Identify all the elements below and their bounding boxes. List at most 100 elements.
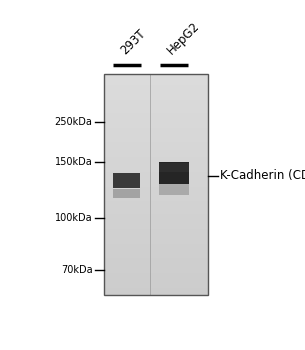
Bar (104, 288, 208, 290)
Bar (104, 128, 208, 130)
Bar (104, 187, 208, 189)
Bar (104, 211, 208, 212)
Bar (104, 216, 208, 218)
Bar (104, 246, 208, 247)
Bar (104, 247, 208, 249)
Bar (160, 162, 188, 184)
Bar (104, 107, 208, 109)
Bar (104, 142, 208, 144)
Bar (104, 102, 208, 104)
Bar (104, 159, 208, 161)
Bar (104, 119, 208, 120)
Bar (104, 177, 208, 179)
Bar (104, 94, 208, 97)
Bar (104, 275, 208, 277)
Bar (104, 224, 208, 225)
Bar (104, 109, 208, 111)
Bar (104, 183, 208, 185)
Bar (113, 173, 140, 188)
Bar (104, 196, 208, 198)
Bar (104, 82, 208, 84)
Bar (104, 106, 208, 107)
Bar (104, 164, 208, 166)
Bar (104, 84, 208, 85)
Bar (160, 163, 188, 172)
Bar (104, 222, 208, 224)
Bar (104, 214, 208, 216)
Text: K-Cadherin (CDH6): K-Cadherin (CDH6) (220, 169, 305, 182)
Bar (104, 179, 208, 181)
Bar (104, 100, 208, 102)
Bar (104, 155, 208, 157)
Bar (104, 124, 208, 126)
Bar (104, 234, 208, 236)
Bar (104, 76, 208, 78)
Bar (104, 240, 208, 242)
Bar (104, 80, 208, 82)
Bar (104, 168, 208, 170)
Bar (104, 198, 208, 199)
Bar (104, 144, 208, 146)
Bar (104, 249, 208, 251)
Bar (104, 98, 208, 100)
Bar (104, 154, 208, 155)
Bar (160, 184, 188, 195)
Bar (104, 238, 208, 240)
Bar (104, 236, 208, 238)
Bar (104, 91, 208, 93)
Bar (104, 201, 208, 203)
Bar (104, 137, 208, 139)
Bar (104, 294, 208, 295)
Bar (104, 74, 208, 295)
Bar (104, 290, 208, 292)
Bar (104, 170, 208, 172)
Bar (104, 185, 208, 187)
Bar (104, 132, 208, 133)
Bar (113, 189, 140, 198)
Bar (104, 268, 208, 270)
Bar (104, 203, 208, 205)
Bar (104, 161, 208, 163)
Bar (104, 220, 208, 222)
Text: 70kDa: 70kDa (61, 265, 92, 275)
Bar (104, 104, 208, 106)
Bar (104, 251, 208, 253)
Bar (104, 130, 208, 132)
Bar (104, 141, 208, 142)
Text: HepG2: HepG2 (165, 19, 203, 57)
Bar (104, 93, 208, 94)
Bar (104, 260, 208, 262)
Bar (104, 74, 208, 76)
Bar (104, 229, 208, 231)
Bar (104, 255, 208, 257)
Bar (104, 212, 208, 214)
Bar (104, 273, 208, 275)
Bar (104, 194, 208, 196)
Bar (104, 192, 208, 194)
Bar (104, 262, 208, 264)
Bar (104, 148, 208, 150)
Bar (104, 244, 208, 246)
Bar (104, 266, 208, 268)
Bar (104, 286, 208, 288)
Bar (104, 281, 208, 282)
Bar (104, 209, 208, 211)
Bar (104, 87, 208, 89)
Bar (104, 292, 208, 294)
Bar (104, 122, 208, 124)
Bar (104, 174, 208, 176)
Text: 293T: 293T (117, 27, 148, 57)
Bar (104, 126, 208, 128)
Bar (104, 152, 208, 154)
Bar (104, 264, 208, 266)
Text: 250kDa: 250kDa (55, 117, 92, 127)
Bar (104, 120, 208, 122)
Bar (104, 253, 208, 255)
Bar (104, 284, 208, 286)
Bar (104, 115, 208, 117)
Bar (104, 277, 208, 279)
Bar (104, 279, 208, 281)
Bar (104, 157, 208, 159)
Bar (104, 257, 208, 259)
Bar (104, 205, 208, 207)
